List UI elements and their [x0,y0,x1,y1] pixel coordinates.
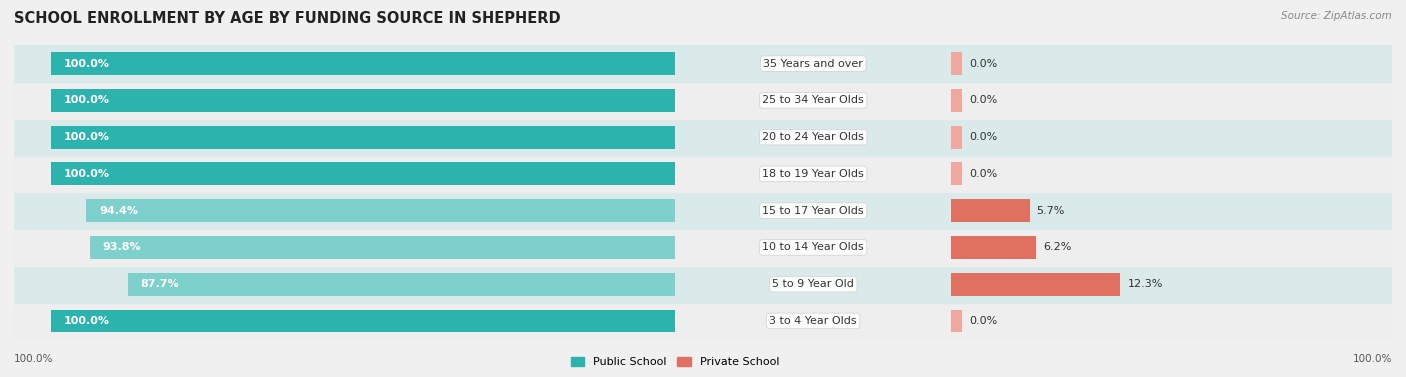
Text: 0.0%: 0.0% [969,132,997,142]
Bar [52,310,675,332]
Bar [52,162,675,185]
Bar [675,229,950,266]
Text: 6.2%: 6.2% [1043,242,1071,253]
Bar [128,273,675,296]
Bar [950,229,1392,266]
Text: 5.7%: 5.7% [1036,205,1064,216]
Bar [675,266,950,302]
Bar [14,229,675,266]
Text: SCHOOL ENROLLMENT BY AGE BY FUNDING SOURCE IN SHEPHERD: SCHOOL ENROLLMENT BY AGE BY FUNDING SOUR… [14,11,561,26]
Bar [675,156,950,192]
Bar [950,162,962,185]
Bar [675,119,950,156]
Bar [950,302,1392,339]
Text: 5 to 9 Year Old: 5 to 9 Year Old [772,279,855,289]
Bar [52,126,675,149]
Text: 0.0%: 0.0% [969,316,997,326]
Text: 100.0%: 100.0% [14,354,53,365]
Bar [950,273,1121,296]
Bar [950,82,1392,119]
Bar [14,45,675,82]
Text: 100.0%: 100.0% [65,58,110,69]
Text: 100.0%: 100.0% [65,95,110,106]
Text: 100.0%: 100.0% [65,169,110,179]
Text: 0.0%: 0.0% [969,58,997,69]
Bar [950,236,1036,259]
Bar [14,82,675,119]
Bar [52,52,675,75]
Bar [950,45,1392,82]
Text: 0.0%: 0.0% [969,95,997,106]
Text: 20 to 24 Year Olds: 20 to 24 Year Olds [762,132,865,142]
Text: 100.0%: 100.0% [1353,354,1392,365]
Bar [950,156,1392,192]
Bar [950,310,962,332]
Bar [52,89,675,112]
Text: 10 to 14 Year Olds: 10 to 14 Year Olds [762,242,865,253]
Text: 93.8%: 93.8% [103,242,141,253]
Text: 12.3%: 12.3% [1128,279,1163,289]
Text: 0.0%: 0.0% [969,169,997,179]
Text: 100.0%: 100.0% [65,132,110,142]
Bar [950,192,1392,229]
Bar [675,192,950,229]
Bar [14,119,675,156]
Bar [14,192,675,229]
Text: 18 to 19 Year Olds: 18 to 19 Year Olds [762,169,865,179]
Bar [950,119,1392,156]
Bar [950,89,962,112]
Bar [950,199,1029,222]
Text: 100.0%: 100.0% [65,316,110,326]
Legend: Public School, Private School: Public School, Private School [567,352,783,371]
Text: 94.4%: 94.4% [98,205,138,216]
Bar [14,266,675,302]
Bar [675,302,950,339]
Bar [950,266,1392,302]
Bar [90,236,675,259]
Bar [14,302,675,339]
Bar [86,199,675,222]
Text: 87.7%: 87.7% [141,279,180,289]
Text: Source: ZipAtlas.com: Source: ZipAtlas.com [1281,11,1392,21]
Bar [950,52,962,75]
Text: 35 Years and over: 35 Years and over [763,58,863,69]
Text: 25 to 34 Year Olds: 25 to 34 Year Olds [762,95,865,106]
Bar [675,45,950,82]
Text: 15 to 17 Year Olds: 15 to 17 Year Olds [762,205,865,216]
Bar [14,156,675,192]
Bar [950,126,962,149]
Text: 3 to 4 Year Olds: 3 to 4 Year Olds [769,316,858,326]
Bar [675,82,950,119]
